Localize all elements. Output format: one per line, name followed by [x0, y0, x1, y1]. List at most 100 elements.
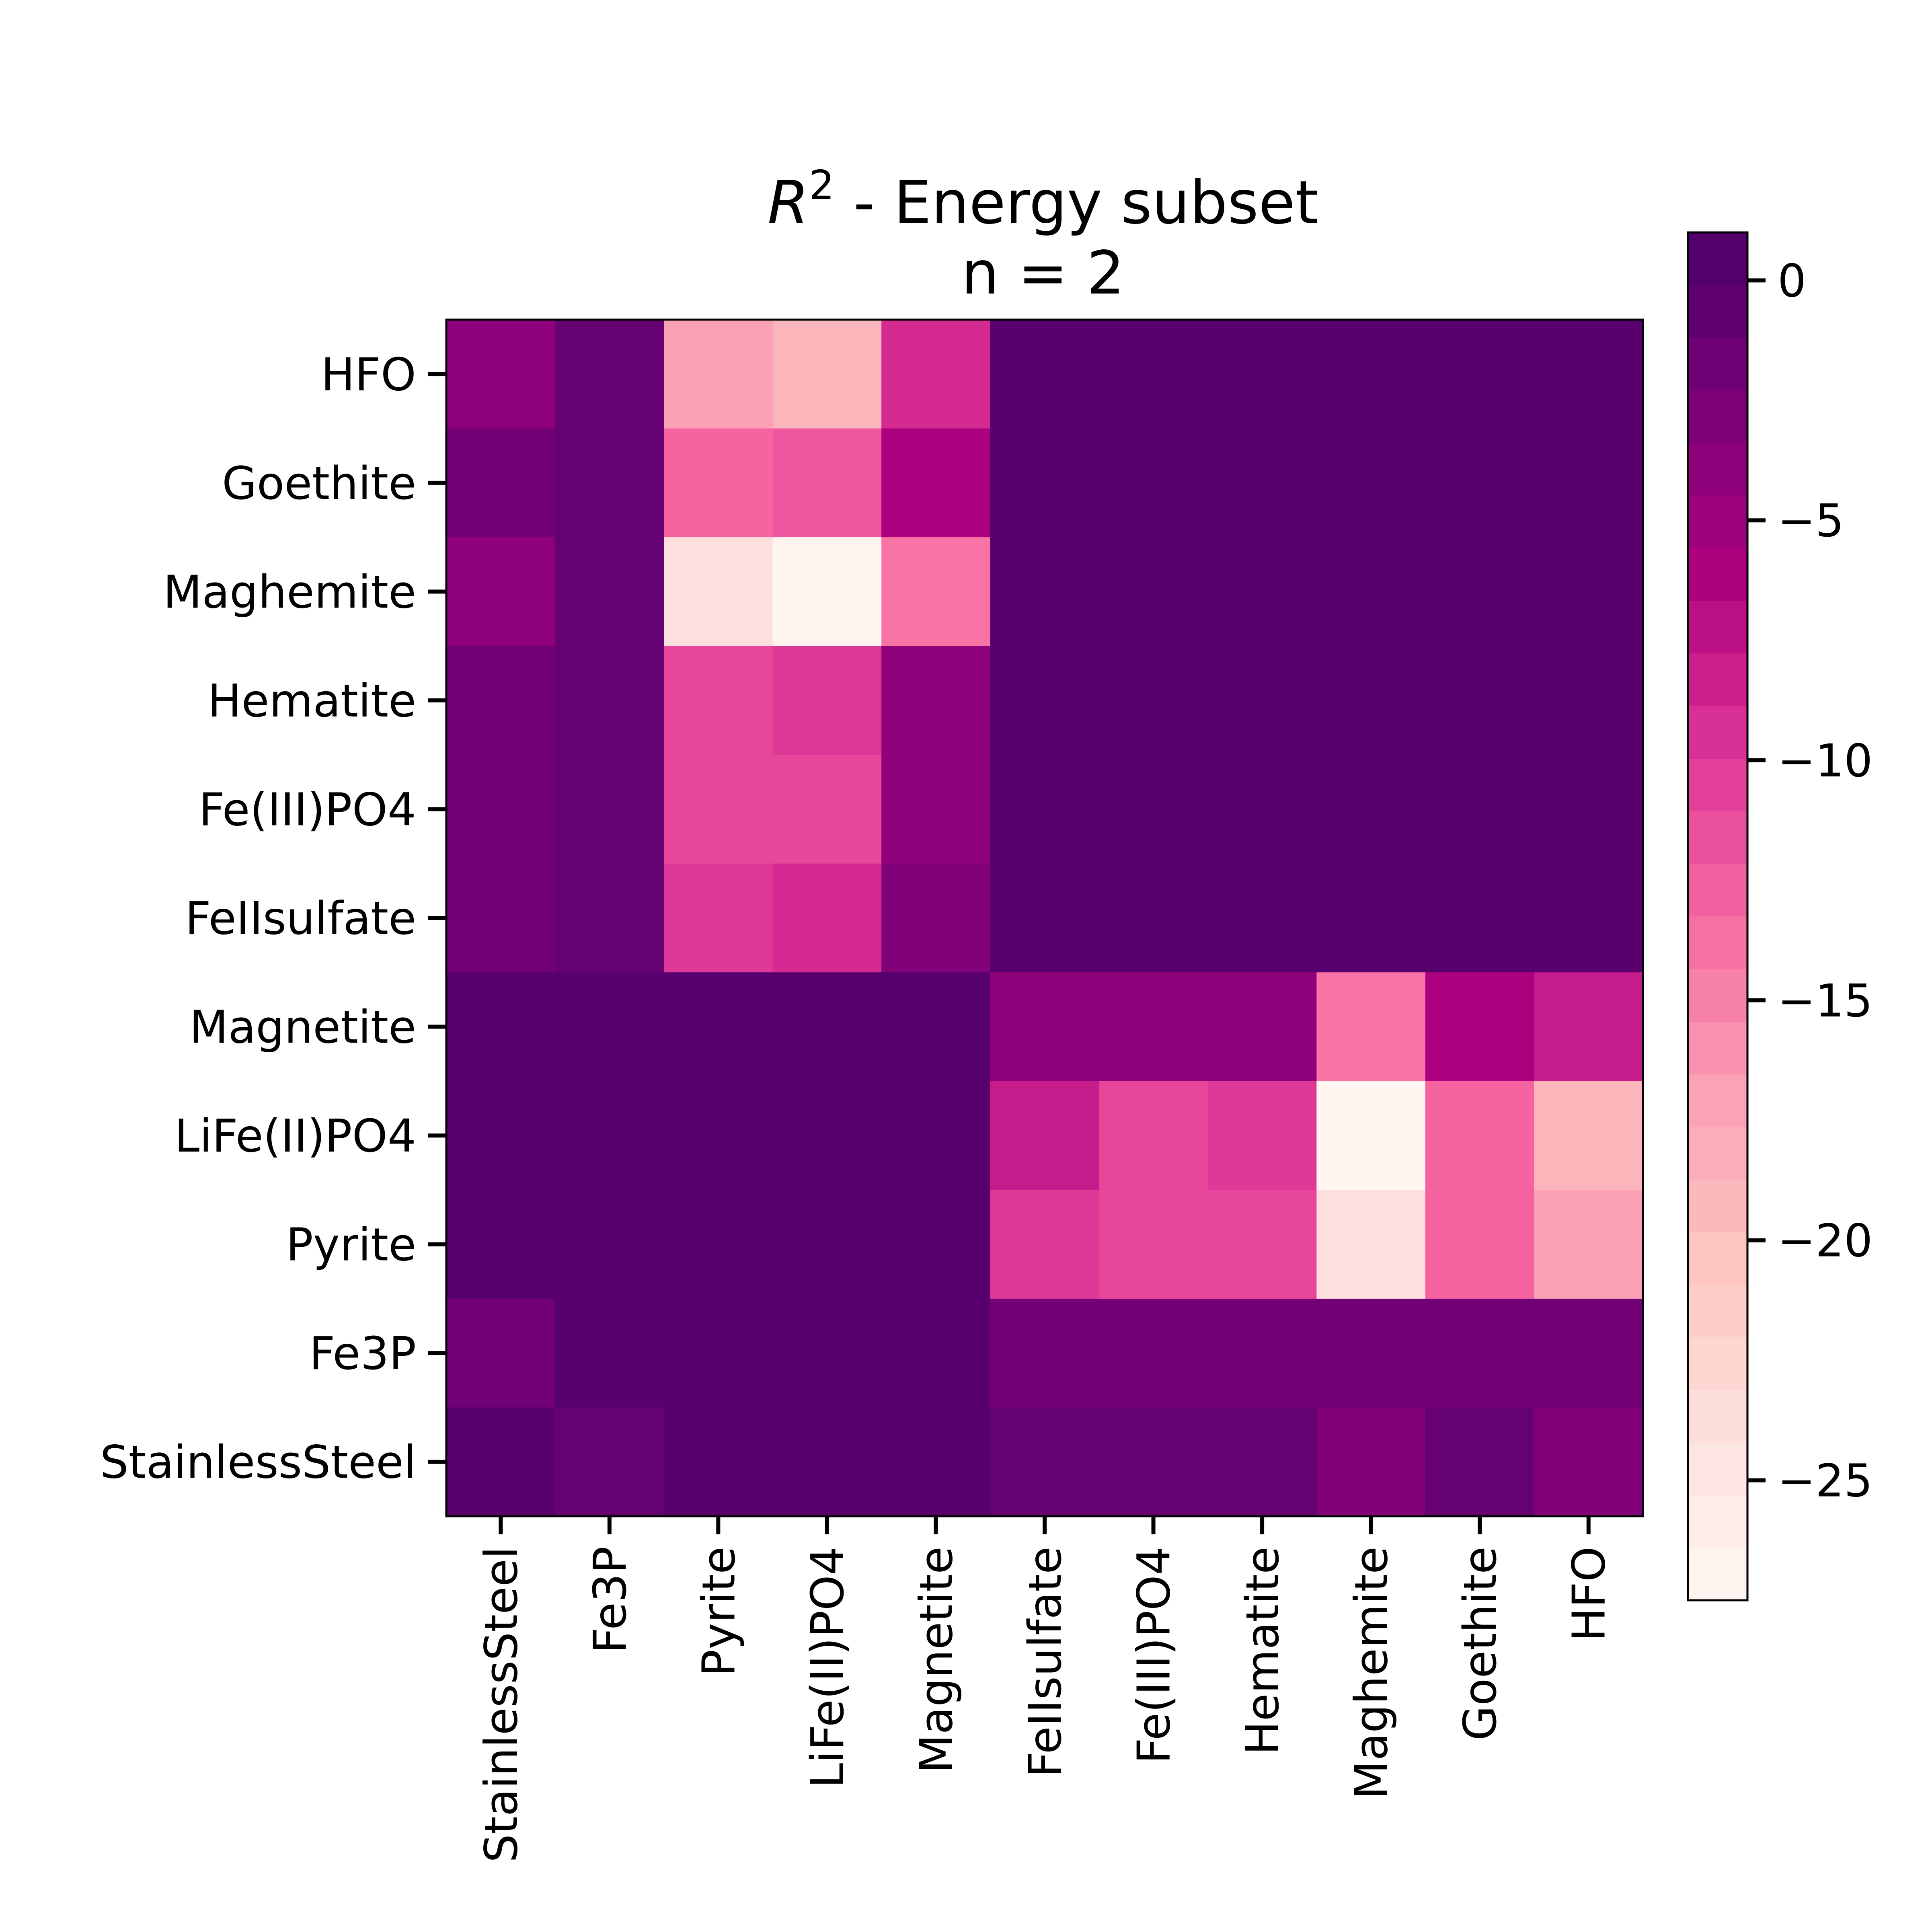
y-tick-label: FeIIsulfate — [185, 893, 416, 945]
heatmap-cell — [1207, 320, 1317, 429]
colorbar-band — [1688, 1074, 1747, 1127]
heatmap-cell — [1534, 428, 1643, 538]
heatmap-cell — [772, 320, 882, 429]
heatmap-cell — [555, 320, 664, 429]
heatmap-cell — [664, 646, 773, 755]
colorbar-band — [1688, 1548, 1747, 1601]
y-axis: HFO Goethite Maghemite Hematite Fe(III)PO4 Fe… — [100, 349, 446, 1489]
heatmap-cell — [1207, 1190, 1317, 1299]
heatmap-cell — [881, 755, 991, 864]
heatmap-cell — [555, 428, 664, 538]
colorbar-band — [1688, 916, 1747, 969]
heatmap-cell — [1316, 972, 1426, 1082]
heatmap-cell — [1425, 863, 1534, 973]
heatmap-cell — [1534, 1298, 1643, 1408]
heatmap-cell — [1534, 972, 1643, 1082]
heatmap-cell — [1425, 1081, 1534, 1190]
heatmap-cell — [1207, 1407, 1317, 1517]
heatmap-cell — [1425, 1190, 1534, 1299]
heatmap-cell — [881, 646, 991, 755]
heatmap-cell — [990, 1081, 1099, 1190]
heatmap-cell — [1534, 646, 1643, 755]
heatmap-cell — [881, 1081, 991, 1190]
heatmap-cell — [1534, 537, 1643, 647]
heatmap-cell — [1316, 537, 1426, 647]
y-tick-label: Fe(III)PO4 — [199, 784, 416, 836]
x-tick-label: FeIIsulfate — [1019, 1546, 1072, 1778]
heatmap-cell — [664, 972, 773, 1082]
y-tick-label: LiFe(II)PO4 — [175, 1110, 416, 1162]
x-tick-label: Maghemite — [1346, 1546, 1398, 1799]
colorbar-band — [1688, 495, 1747, 548]
title-superscript: 2 — [809, 162, 835, 209]
colorbar-band — [1688, 390, 1747, 443]
heatmap-cell — [772, 428, 882, 538]
colorbar-band — [1688, 758, 1747, 811]
x-tick-label: Magnetite — [910, 1546, 963, 1773]
heatmap-cell — [664, 428, 773, 538]
heatmap-cell — [881, 1407, 991, 1517]
y-tick-label: Hematite — [207, 675, 416, 727]
heatmap-cell — [1099, 320, 1208, 429]
heatmap-cell — [664, 537, 773, 647]
heatmap-cell — [1207, 1081, 1317, 1190]
heatmap-cell — [1207, 1298, 1317, 1408]
heatmap-cell — [1534, 1190, 1643, 1299]
heatmap-cell — [1207, 537, 1317, 647]
heatmap-cell — [772, 646, 882, 755]
heatmap-cell — [881, 1190, 991, 1299]
colorbar: 0 −5 −10 −15 −20 −25 — [1687, 231, 1873, 1601]
heatmap-cell — [881, 320, 991, 429]
heatmap-cell — [1207, 972, 1317, 1082]
heatmap-cell — [446, 1190, 556, 1299]
heatmap-cell — [1316, 320, 1426, 429]
colorbar-band — [1688, 1442, 1747, 1495]
heatmap-cell — [555, 537, 664, 647]
heatmap-cell — [881, 537, 991, 647]
title-main: - Energy subset — [834, 168, 1318, 237]
heatmap-cell — [1316, 863, 1426, 973]
heatmap-cell — [881, 972, 991, 1082]
heatmap-cell — [990, 755, 1099, 864]
colorbar-tick-label: −5 — [1778, 495, 1844, 547]
heatmap-cell — [1316, 755, 1426, 864]
y-tick-label: Magnetite — [189, 1002, 416, 1054]
heatmap-cell — [1099, 428, 1208, 538]
y-tick-label: Pyrite — [286, 1219, 416, 1271]
heatmap-cell — [772, 537, 882, 647]
heatmap-cell — [446, 755, 556, 864]
heatmap-cell — [664, 1081, 773, 1190]
heatmap-cell — [990, 972, 1099, 1082]
colorbar-tick-label: −10 — [1778, 735, 1873, 787]
y-tick-label: StainlessSteel — [100, 1437, 416, 1489]
y-tick-label: Maghemite — [163, 566, 416, 618]
heatmap-cell — [990, 1298, 1099, 1408]
heatmap-cell — [555, 1190, 664, 1299]
x-tick-label: StainlessSteel — [475, 1546, 528, 1862]
colorbar-band — [1688, 337, 1747, 391]
heatmap-cell — [555, 863, 664, 973]
heatmap-cell — [664, 1298, 773, 1408]
heatmap-cell — [446, 320, 556, 429]
heatmap-cell — [1534, 1407, 1643, 1517]
heatmap-cell — [1099, 646, 1208, 755]
heatmap-cell — [555, 972, 664, 1082]
heatmap-cell — [881, 428, 991, 538]
heatmap-cell — [446, 428, 556, 538]
heatmap-cell — [990, 646, 1099, 755]
heatmap-cell — [1099, 1407, 1208, 1517]
heatmap-cell — [446, 1081, 556, 1190]
colorbar-band — [1688, 1021, 1747, 1075]
colorbar-band — [1688, 706, 1747, 759]
heatmap-cell — [1425, 1407, 1534, 1517]
heatmap-cell — [772, 1190, 882, 1299]
colorbar-tick-label: −20 — [1778, 1215, 1873, 1267]
x-tick-label: Pyrite — [693, 1546, 745, 1677]
heatmap-cell — [1425, 1298, 1534, 1408]
heatmap-cell — [1207, 428, 1317, 538]
heatmap-cell — [446, 972, 556, 1082]
colorbar-band — [1688, 969, 1747, 1022]
heatmap-cell — [1099, 1081, 1208, 1190]
heatmap-cell — [664, 863, 773, 973]
